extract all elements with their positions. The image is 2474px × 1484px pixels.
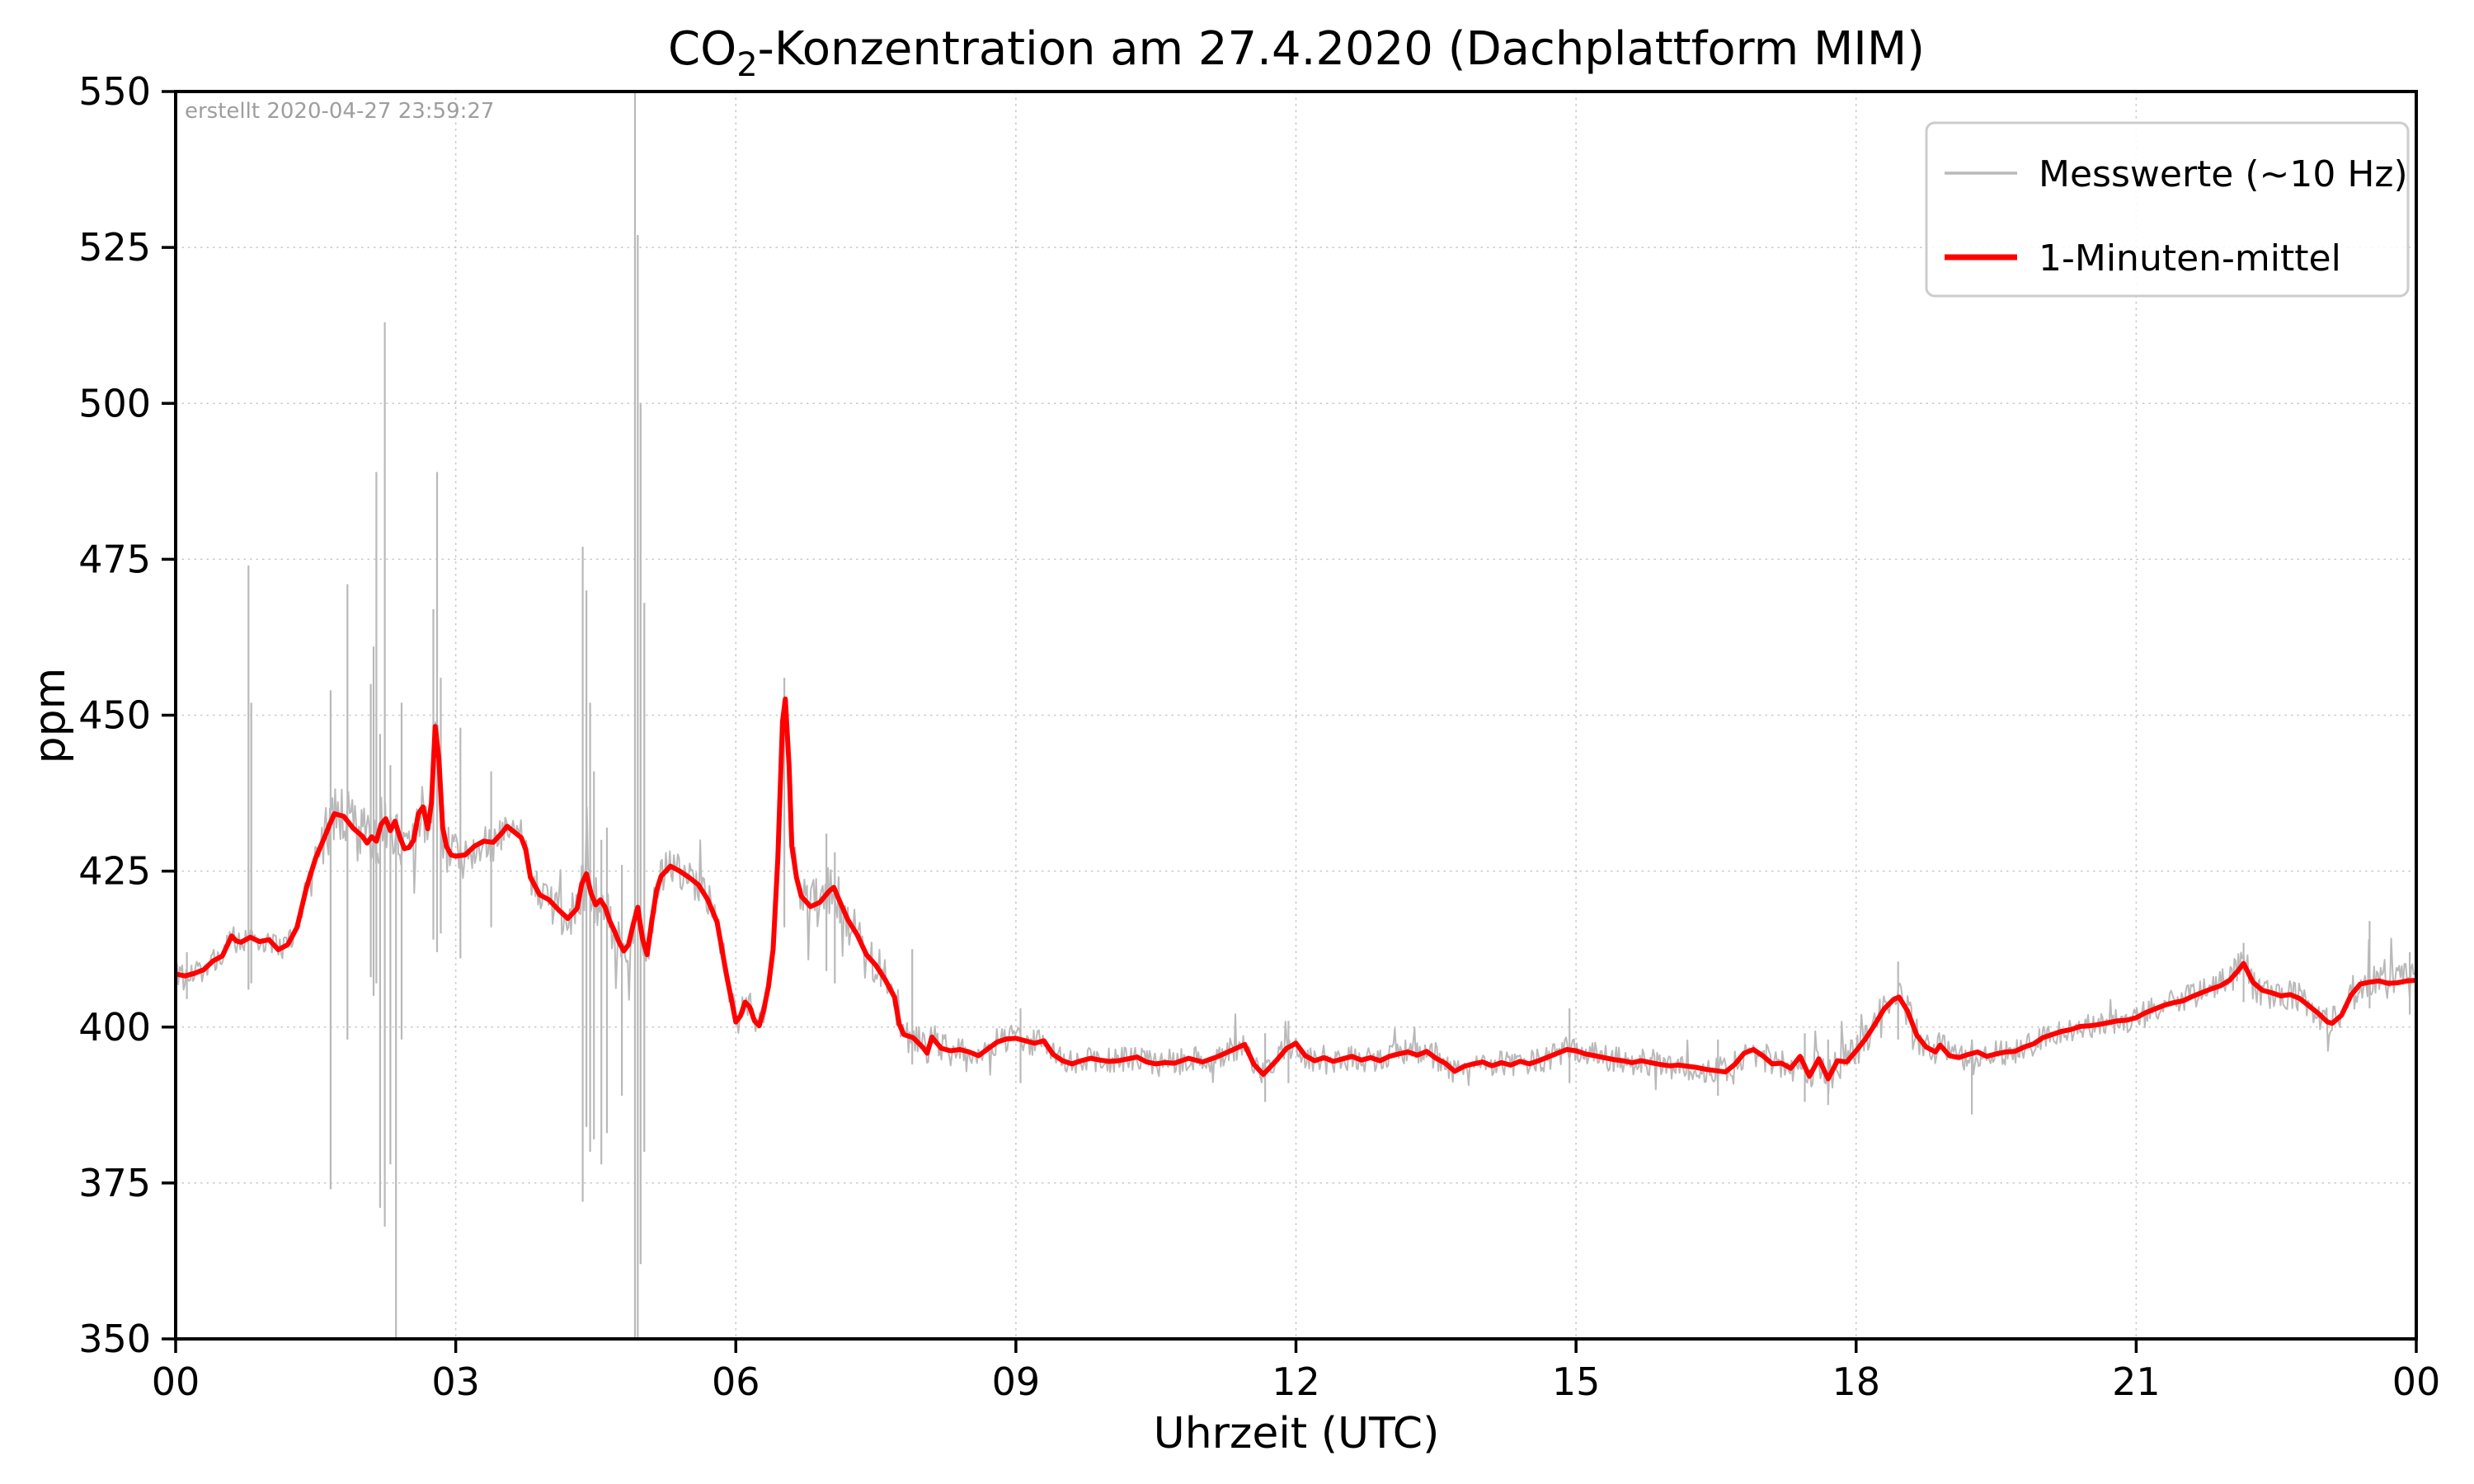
y-tick-label: 400 bbox=[78, 1005, 151, 1050]
y-tick-label: 450 bbox=[78, 693, 151, 738]
y-tick-label: 550 bbox=[78, 69, 151, 114]
chart-title-rest: -Konzentration am 27.4.2020 (Dachplattfo… bbox=[758, 22, 1925, 76]
x-tick-label: 06 bbox=[712, 1360, 760, 1404]
y-axis-label: ppm bbox=[26, 668, 75, 764]
legend-raw-label: Messwerte (~10 Hz) bbox=[2039, 153, 2408, 195]
y-tick-label: 425 bbox=[78, 849, 151, 894]
axes-layer: 00 03 06 09 12 15 18 21 003503754004254504755005… bbox=[78, 69, 2440, 1404]
y-tick-label: 475 bbox=[78, 537, 151, 581]
chart-title-prefix: CO bbox=[668, 22, 736, 76]
mean-series-path bbox=[176, 696, 2416, 1082]
raw-series-path bbox=[176, 699, 2416, 1095]
legend-mean-label: 1-Minuten-mittel bbox=[2039, 237, 2341, 279]
y-tick-label: 350 bbox=[78, 1317, 151, 1361]
x-tick-label: 12 bbox=[1272, 1360, 1320, 1404]
x-tick-label: 18 bbox=[1832, 1360, 1880, 1404]
x-tick-label: 21 bbox=[2112, 1360, 2161, 1404]
data-layer bbox=[176, 92, 2416, 1339]
chart-title: CO2-Konzentration am 27.4.2020 (Dachplat… bbox=[668, 22, 1925, 84]
x-tick-label: 00 bbox=[2392, 1360, 2441, 1404]
x-tick-label: 03 bbox=[431, 1360, 480, 1404]
y-tick-label: 500 bbox=[78, 381, 151, 425]
x-axis-label: Uhrzeit (UTC) bbox=[1154, 1409, 1440, 1458]
x-tick-label: 09 bbox=[992, 1360, 1041, 1404]
created-timestamp: erstellt 2020-04-27 23:59:27 bbox=[185, 99, 494, 124]
y-tick-label: 525 bbox=[78, 225, 151, 270]
y-tick-label: 375 bbox=[78, 1161, 151, 1205]
legend: Messwerte (~10 Hz) 1-Minuten-mittel bbox=[1925, 121, 2410, 298]
x-tick-label: 15 bbox=[1552, 1360, 1601, 1404]
x-tick-label: 00 bbox=[152, 1360, 200, 1404]
chart-title-subscript: 2 bbox=[736, 46, 757, 84]
legend-box bbox=[1925, 121, 2410, 298]
